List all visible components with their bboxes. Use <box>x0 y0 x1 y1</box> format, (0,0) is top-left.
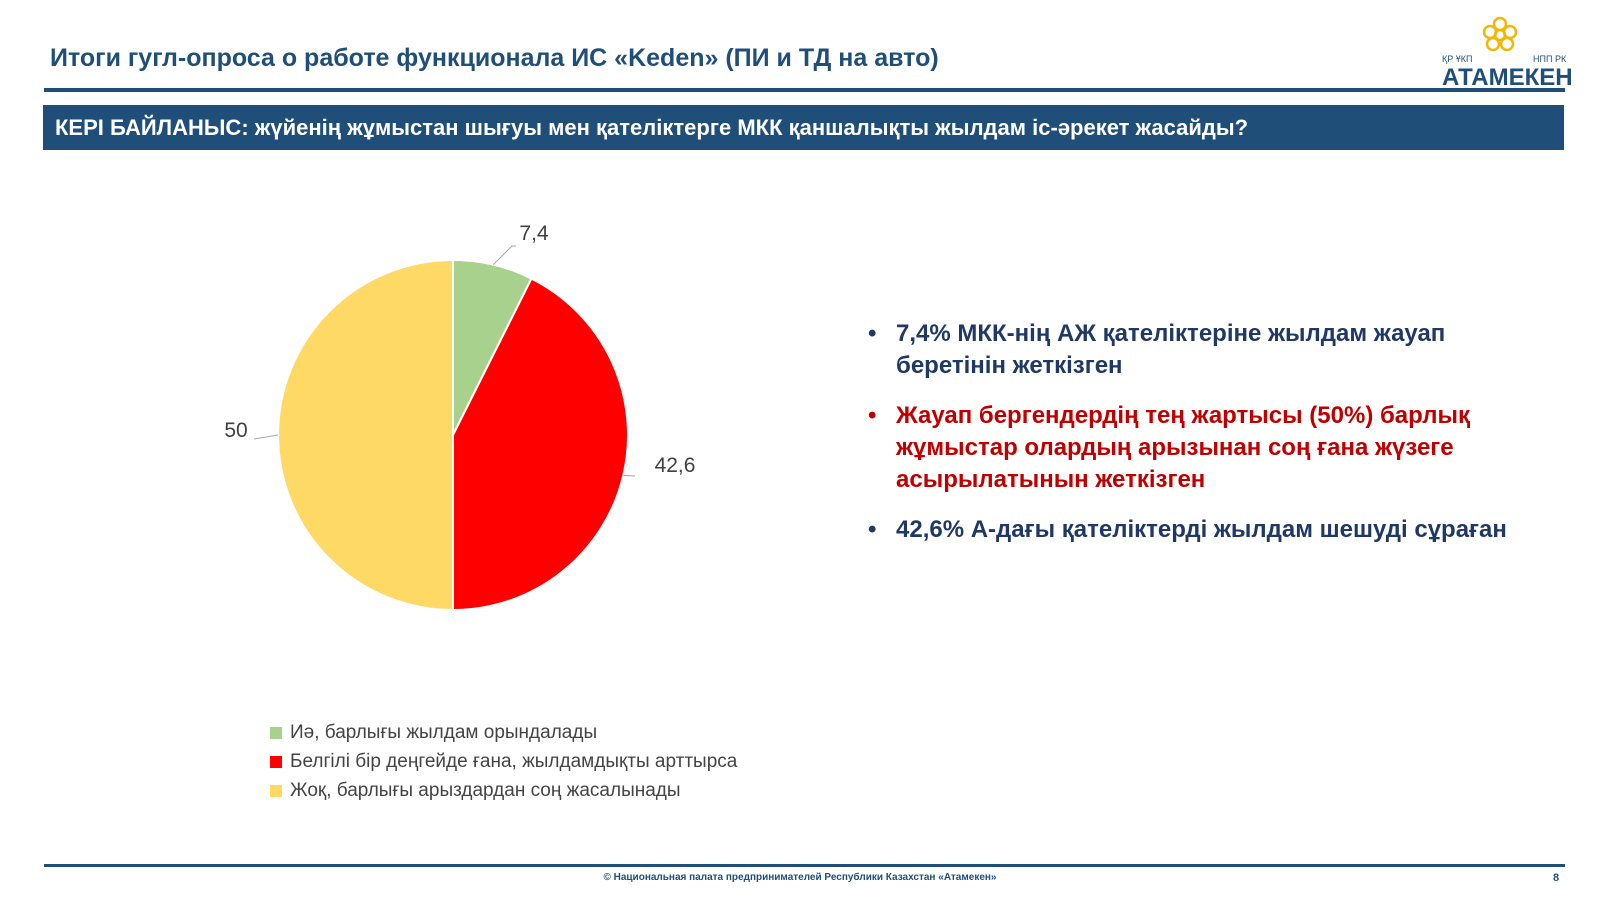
bullet-icon: • <box>868 320 877 347</box>
finding-item: • Жауап бергендердің тең жартысы (50%) ба… <box>868 400 1508 496</box>
question-banner: КЕРІ БАЙЛАНЫС: жүйенің жұмыстан шығуы ме… <box>43 105 1564 150</box>
legend-label: Иә, барлығы жылдам орындалады <box>290 722 598 743</box>
legend-swatch <box>270 756 282 768</box>
footer-divider <box>44 864 1565 867</box>
data-label: 50 <box>224 419 247 442</box>
page-number: 8 <box>1553 872 1560 884</box>
legend-item: Иә, барлығы жылдам орындалады <box>270 718 737 747</box>
finding-item: • 42,6% А-дағы қателіктерді жылдам шешуді… <box>868 514 1508 546</box>
finding-item: • 7,4% МКК-нің АЖ қателіктеріне жылдам жа… <box>868 318 1508 382</box>
finding-text: Жауап бергендердің тең жартысы (50%) бар… <box>896 402 1470 493</box>
atameken-logo: ҚР ҰКП НПП РК АТАМЕКЕН <box>1430 14 1573 91</box>
pie-slice <box>452 277 629 612</box>
header-divider <box>44 88 1565 92</box>
bullet-icon: • <box>868 402 877 429</box>
finding-text: 7,4% МКК-нің АЖ қателіктеріне жылдам жау… <box>896 320 1446 379</box>
leader-line <box>253 434 279 440</box>
page-title: Итоги гугл-опроса о работе функционала И… <box>50 44 939 72</box>
atameken-flower-icon <box>1482 16 1518 52</box>
chart-legend: Иә, барлығы жылдам орындалады Белгілі бі… <box>270 718 737 805</box>
logo-right-caption: НПП РК <box>1533 54 1567 64</box>
logo-name: АТАМЕКЕН <box>1442 64 1573 91</box>
pie-chart: 7,4 42,6 50 <box>224 222 696 612</box>
pie-slice <box>277 258 454 612</box>
leader-line <box>492 245 516 266</box>
data-label: 7,4 <box>519 222 549 245</box>
leader-line <box>623 474 636 477</box>
legend-swatch <box>270 785 282 797</box>
legend-swatch <box>270 727 282 739</box>
legend-item: Белгілі бір деңгейде ғана, жылдамдықты а… <box>270 747 737 776</box>
finding-text: 42,6% А-дағы қателіктерді жылдам шешуді … <box>896 516 1507 543</box>
data-label: 42,6 <box>655 454 696 477</box>
legend-label: Жоқ, барлығы арыздардан соң жасалынады <box>290 780 681 801</box>
legend-item: Жоқ, барлығы арыздардан соң жасалынады <box>270 776 737 805</box>
legend-label: Белгілі бір деңгейде ғана, жылдамдықты а… <box>290 751 738 772</box>
logo-left-caption: ҚР ҰКП <box>1442 54 1473 64</box>
footer-copyright: © Национальная палата предпринимателей Р… <box>603 872 997 883</box>
findings-list: • 7,4% МКК-нің АЖ қателіктеріне жылдам жа… <box>868 318 1508 564</box>
bullet-icon: • <box>868 516 877 543</box>
